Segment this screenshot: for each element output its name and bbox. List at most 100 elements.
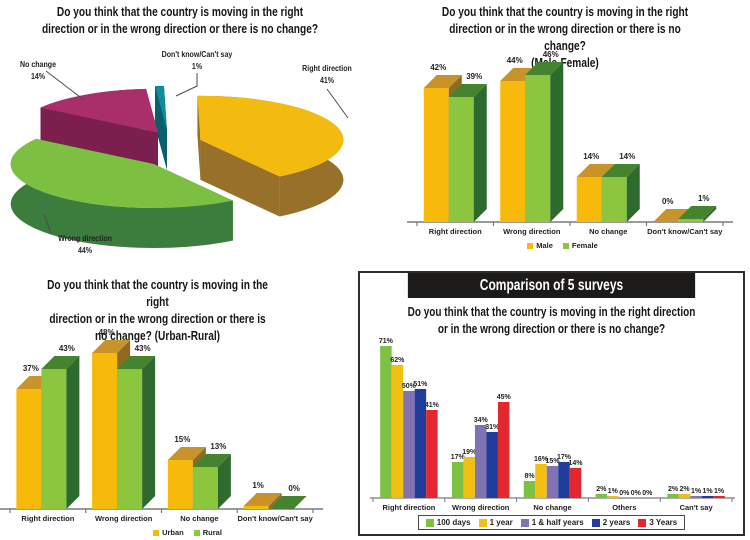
bar-value-label: 17% (451, 454, 466, 461)
bar-side (217, 454, 231, 509)
bar-side (550, 62, 564, 222)
legend-swatch (562, 242, 569, 249)
bar (546, 466, 559, 498)
bar-front (525, 75, 551, 222)
category-label: Right direction (429, 227, 482, 236)
category-label: No change (533, 503, 571, 512)
pie-label-dont-know: Don't know/Can't say 1% (149, 49, 246, 73)
bar (690, 496, 702, 498)
category-label: Wrong direction (503, 227, 561, 236)
bar-value-label: 15% (545, 458, 560, 465)
bar (486, 432, 498, 498)
bar-value-label: 1% (703, 488, 714, 495)
bar (497, 402, 510, 498)
bar-value-label: 41% (425, 402, 440, 409)
mf-title-line-2: direction or in the wrong direction or t… (449, 21, 681, 53)
category-label: Don't know/Can't say (647, 227, 723, 236)
bar-top (678, 206, 717, 219)
bar-side (142, 356, 156, 509)
legend-item-rural: Rural (193, 528, 222, 537)
legend-swatch (591, 518, 600, 527)
bar-value-label: 37% (23, 364, 39, 373)
bar-value-label: 14% (583, 152, 599, 161)
comparison-banner: Comparison of 5 surveys (407, 273, 696, 298)
category-label: No change (589, 227, 627, 236)
panel-overall-pie: Do you think that the country is moving … (0, 0, 375, 270)
bar-front (448, 97, 474, 222)
bar (678, 494, 691, 498)
pie-slice-right-direction (197, 95, 344, 177)
bar-front (117, 369, 143, 509)
mf-title-line-1: Do you think that the country is moving … (441, 4, 689, 19)
bar (607, 496, 619, 498)
bar (426, 410, 438, 498)
bar-top (576, 164, 615, 177)
bar-top (192, 454, 231, 467)
pie-label-value: 41% (319, 76, 335, 85)
bar (667, 494, 679, 498)
bar-value-label: 45% (497, 394, 512, 401)
bar-value-label: 39% (466, 72, 482, 81)
panel-male-female: Do you think that the country is moving … (375, 0, 750, 270)
bar (713, 496, 725, 498)
pie-label-value: 44% (77, 246, 93, 255)
bar (701, 496, 714, 498)
bar-value-label: 62% (390, 357, 405, 364)
bar (558, 462, 570, 498)
bar-value-label: 51% (413, 381, 428, 388)
legend-item-100-days: 100 days (425, 518, 471, 527)
pie-label-text: Don't know/Can't say (161, 50, 233, 59)
legend-swatch (638, 518, 647, 527)
bar-value-label: 0% (662, 197, 674, 206)
bar-value-label: 48% (99, 328, 115, 337)
category-label: Can't say (680, 503, 714, 512)
bar-value-label: 15% (174, 435, 190, 444)
pie-label-text: No change (20, 60, 56, 69)
legend-label: Male (536, 241, 553, 250)
bar-value-label: 31% (485, 424, 500, 431)
ur-title-line-3: no change? (Urban-Rural) (94, 328, 221, 343)
pie-title-line-2: direction or in the wrong direction or t… (41, 20, 319, 36)
pie-label-right-direction: Right direction 41% (283, 63, 371, 87)
legend-swatch (527, 242, 534, 249)
bar-front (423, 88, 449, 222)
legend-label: 1 year (489, 518, 513, 527)
pie-label-no-change: No change 14% (0, 59, 80, 83)
legend-item-1-half-years: 1 & half years (520, 518, 584, 527)
bar-side (473, 84, 487, 222)
bar-front (167, 460, 193, 509)
bar-value-label: 14% (568, 460, 583, 467)
bar-front (41, 369, 67, 509)
bar-top (500, 68, 539, 81)
bar (523, 481, 536, 498)
pie-title-line-1: Do you think that the country is moving … (56, 4, 304, 19)
bar-value-label: 50% (402, 383, 417, 390)
legend-item-1-year: 1 year (478, 518, 513, 527)
bar-value-label: 44% (507, 56, 523, 65)
legend-item-3-years: 3 Years (638, 518, 677, 527)
comparison-legend-box: 100 days 1 year 1 & half years 2 years 3 Yea… (417, 515, 686, 530)
category-label: Right direction (21, 514, 74, 523)
bar-front (601, 177, 627, 222)
pie-callout-line-3 (175, 73, 198, 97)
legend-label: Rural (202, 528, 222, 537)
pie-slice-wrong-direction-wall (10, 138, 233, 248)
pie-label-wrong-direction: Wrong direction 44% (41, 233, 129, 257)
cmp-title-line-1: Do you think that the country is moving … (407, 305, 696, 319)
bar-value-label: 0% (288, 484, 300, 493)
bar-side (66, 356, 80, 509)
category-label: Others (612, 503, 636, 512)
bar-value-label: 16% (534, 456, 549, 463)
bar-top (268, 496, 307, 509)
panel-urban-rural: Do you think that the country is moving … (0, 270, 375, 540)
bar (380, 346, 392, 498)
bar-value-label: 0% (619, 490, 630, 497)
pie-callout-line-0 (326, 88, 349, 119)
pie-slice-right-direction-wall (200, 139, 280, 217)
bar-front (243, 506, 269, 509)
bar-top (41, 356, 80, 369)
bar (451, 462, 464, 498)
cmp-title-line-2: or in the wrong direction or there is no… (437, 321, 666, 336)
bar-value-label: 14% (619, 152, 635, 161)
